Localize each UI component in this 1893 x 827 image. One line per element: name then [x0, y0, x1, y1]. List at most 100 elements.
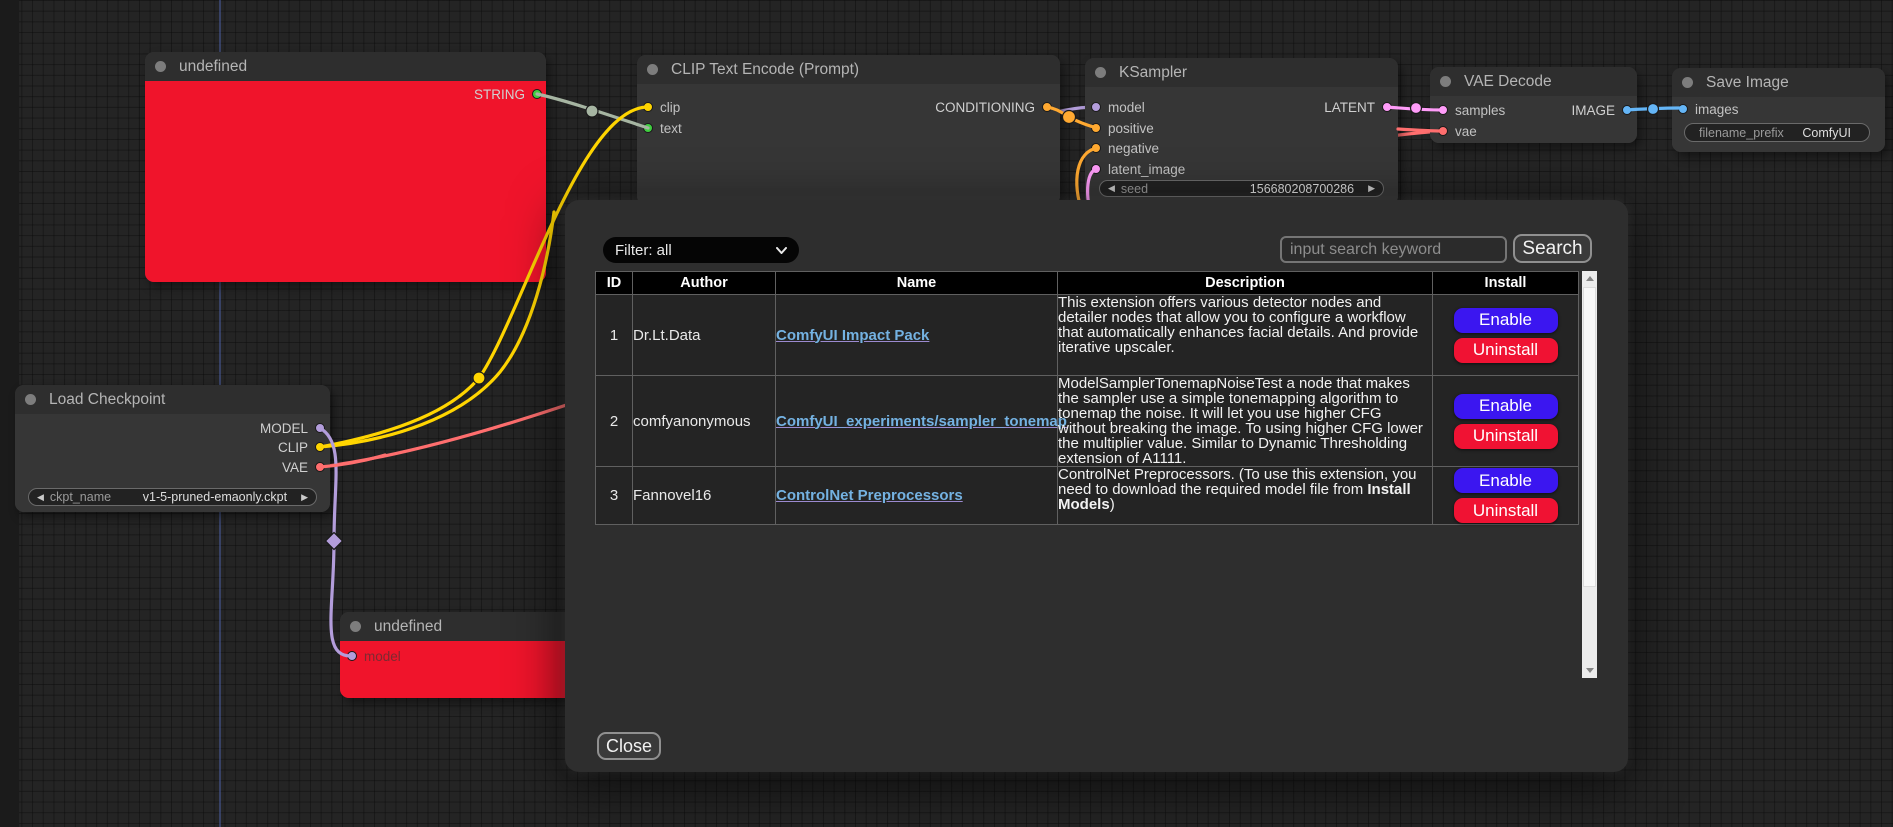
images-port-icon[interactable]: [1678, 104, 1688, 114]
input-samples[interactable]: samples: [1438, 103, 1505, 118]
samples-port-icon[interactable]: [1438, 105, 1448, 115]
conditioning-port-icon[interactable]: [1042, 102, 1052, 112]
node-title-bar[interactable]: Load Checkpoint: [15, 385, 330, 414]
output-image[interactable]: IMAGE: [1571, 102, 1632, 118]
node-status-dot: [350, 621, 361, 632]
model-port-icon[interactable]: [1091, 102, 1101, 112]
scroll-up-arrow-icon[interactable]: [1582, 271, 1597, 286]
node-status-dot: [1095, 67, 1106, 78]
output-model[interactable]: MODEL: [260, 421, 325, 436]
output-label: IMAGE: [1571, 102, 1615, 118]
output-label: VAE: [281, 459, 308, 475]
uninstall-button[interactable]: Uninstall: [1453, 337, 1558, 363]
output-clip[interactable]: CLIP: [278, 440, 325, 455]
next-arrow-icon[interactable]: ▶: [301, 491, 308, 502]
vae-port-icon[interactable]: [1438, 126, 1448, 136]
node-undefined-top[interactable]: undefined STRING: [145, 52, 546, 282]
seed-widget[interactable]: ◀ seed 156680208700286 ▶: [1099, 180, 1384, 197]
ckpt-name-widget[interactable]: ◀ ckpt_name v1-5-pruned-emaonly.ckpt ▶: [28, 488, 317, 506]
enable-button[interactable]: Enable: [1453, 468, 1558, 493]
node-title-bar[interactable]: CLIP Text Encode (Prompt): [637, 55, 1060, 84]
input-label: model: [364, 648, 401, 664]
node-title-text: CLIP Text Encode (Prompt): [671, 61, 860, 78]
scrollbar-thumb[interactable]: [1583, 287, 1596, 587]
input-clip[interactable]: clip: [643, 99, 681, 115]
input-vae[interactable]: vae: [1438, 123, 1477, 139]
extension-link[interactable]: ControlNet Preprocessors: [776, 487, 963, 504]
header-author: Author: [632, 271, 776, 295]
scroll-down-arrow-icon[interactable]: [1582, 663, 1597, 678]
output-vae[interactable]: VAE: [281, 459, 325, 475]
output-conditioning[interactable]: CONDITIONING: [935, 100, 1052, 115]
model-port-icon[interactable]: [347, 651, 357, 661]
header-name: Name: [775, 271, 1058, 295]
input-positive[interactable]: positive: [1091, 120, 1154, 136]
node-ksampler[interactable]: KSampler model positive negative latent_…: [1085, 58, 1398, 205]
search-button[interactable]: Search: [1513, 234, 1592, 263]
extension-row: 1 Dr.Lt.Data ComfyUI Impact Pack This exten…: [595, 294, 1579, 376]
widget-name: filename_prefix: [1699, 125, 1784, 140]
positive-port-icon[interactable]: [1091, 123, 1101, 133]
increment-arrow-icon[interactable]: ▶: [1368, 183, 1375, 193]
header-install: Install: [1432, 271, 1579, 295]
input-label: clip: [660, 99, 681, 115]
input-text[interactable]: text: [643, 120, 682, 136]
input-label: negative: [1108, 140, 1160, 156]
negative-port-icon[interactable]: [1091, 143, 1101, 153]
string-port-icon[interactable]: [532, 89, 542, 99]
uninstall-button[interactable]: Uninstall: [1453, 498, 1558, 523]
image-port-icon[interactable]: [1622, 105, 1632, 115]
node-title-text: KSampler: [1119, 64, 1188, 81]
node-title-bar[interactable]: KSampler: [1085, 58, 1398, 87]
text-port-icon[interactable]: [643, 123, 653, 133]
extension-link[interactable]: ComfyUI_experiments/sampler_tonemap: [776, 412, 1067, 430]
uninstall-button[interactable]: Uninstall: [1453, 423, 1558, 449]
decrement-arrow-icon[interactable]: ◀: [1108, 183, 1115, 193]
node-load-checkpoint[interactable]: Load Checkpoint MODEL CLIP VAE ◀ ckpt_na…: [15, 385, 330, 512]
extension-link[interactable]: ComfyUI Impact Pack: [776, 326, 930, 344]
input-label: vae: [1455, 123, 1477, 139]
input-images[interactable]: images: [1678, 102, 1739, 117]
node-title-bar[interactable]: undefined: [145, 52, 546, 81]
latent-out-port-icon[interactable]: [1382, 102, 1392, 112]
extension-description: ControlNet Preprocessors. (To use this e…: [1057, 466, 1433, 525]
filename-prefix-widget[interactable]: filename_prefix ComfyUI: [1684, 123, 1870, 142]
vae-out-port-icon[interactable]: [315, 462, 325, 472]
input-label: model: [1108, 99, 1145, 115]
node-title-text: undefined: [374, 618, 443, 635]
header-id: ID: [595, 271, 633, 295]
input-model[interactable]: model: [1091, 99, 1145, 115]
extension-install-cell: Enable Uninstall: [1432, 375, 1579, 467]
canvas-left-band: [0, 0, 19, 827]
node-title-bar[interactable]: VAE Decode: [1430, 67, 1637, 96]
prev-arrow-icon[interactable]: ◀: [37, 491, 44, 502]
filter-select-value: Filter: all: [615, 241, 672, 259]
node-vae-decode[interactable]: VAE Decode samples vae IMAGE: [1430, 67, 1637, 143]
model-out-port-icon[interactable]: [315, 423, 325, 433]
enable-button[interactable]: Enable: [1453, 393, 1558, 419]
input-negative[interactable]: negative: [1091, 140, 1160, 156]
clip-out-port-icon[interactable]: [315, 442, 325, 452]
input-latent-image[interactable]: latent_image: [1091, 162, 1185, 177]
input-label: text: [660, 120, 682, 136]
widget-value: v1-5-pruned-emaonly.ckpt: [142, 490, 288, 504]
node-save-image[interactable]: Save Image images filename_prefix ComfyU…: [1672, 68, 1885, 152]
widget-value: ComfyUI: [1802, 125, 1851, 140]
extension-name: ComfyUI Impact Pack: [775, 294, 1058, 376]
extension-description: This extension offers various detector n…: [1057, 294, 1433, 376]
search-input[interactable]: [1280, 236, 1507, 263]
output-label: STRING: [473, 86, 525, 102]
enable-button[interactable]: Enable: [1453, 307, 1558, 333]
clip-port-icon[interactable]: [643, 102, 653, 112]
table-scrollbar[interactable]: [1582, 271, 1597, 678]
input-model[interactable]: model: [347, 648, 401, 664]
input-label: positive: [1108, 120, 1154, 136]
filter-select[interactable]: Filter: all: [603, 237, 799, 263]
node-clip-text-encode[interactable]: CLIP Text Encode (Prompt) clip text COND…: [637, 55, 1060, 205]
node-title-text: undefined: [179, 58, 248, 75]
output-string[interactable]: STRING: [473, 86, 542, 102]
node-title-bar[interactable]: Save Image: [1672, 68, 1885, 97]
latent-port-icon[interactable]: [1091, 164, 1101, 174]
output-latent[interactable]: LATENT: [1324, 100, 1392, 115]
close-button[interactable]: Close: [597, 732, 661, 760]
